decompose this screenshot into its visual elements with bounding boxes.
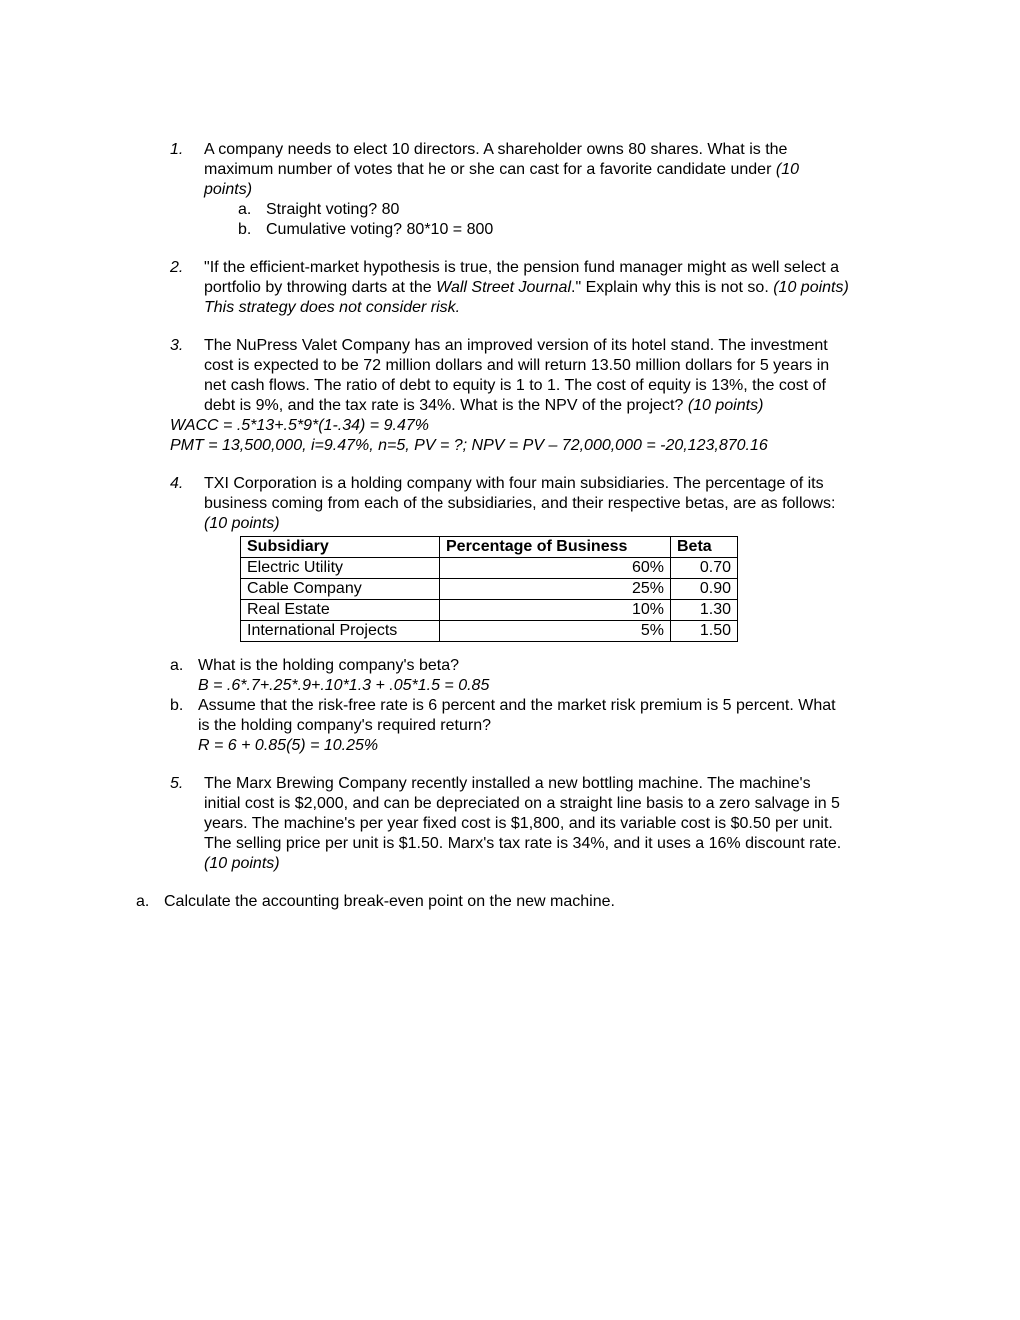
q4-b-question: Assume that the risk-free rate is 6 perc… <box>198 696 850 736</box>
q2-body: "If the efficient-market hypothesis is t… <box>204 258 850 318</box>
q4-a-question: What is the holding company's beta? <box>198 656 489 676</box>
q4-b-body: Assume that the risk-free rate is 6 perc… <box>198 696 850 756</box>
q5-sublist: a. Calculate the accounting break-even p… <box>136 892 850 912</box>
q5-text: The Marx Brewing Company recently instal… <box>204 775 841 852</box>
question-2: 2. "If the efficient-market hypothesis i… <box>170 258 850 318</box>
table-row: Electric Utility 60% 0.70 <box>241 558 738 579</box>
q2-text-b: ." Explain why this is not so. <box>571 279 773 296</box>
table-row: Real Estate 10% 1.30 <box>241 600 738 621</box>
cell-beta: 0.70 <box>671 558 738 579</box>
q1-b-text: Cumulative voting? 80*10 = 800 <box>266 220 493 240</box>
question-3: 3. The NuPress Valet Company has an impr… <box>170 336 850 456</box>
th-percentage: Percentage of Business <box>440 537 671 558</box>
q1-number: 1. <box>170 140 204 240</box>
q4-b-letter: b. <box>170 696 198 756</box>
cell-subsidiary: International Projects <box>241 621 440 642</box>
q5-a-letter: a. <box>136 892 164 912</box>
q5-number: 5. <box>170 774 204 874</box>
page: 1. A company needs to elect 10 directors… <box>0 0 1020 972</box>
cell-percentage: 60% <box>440 558 671 579</box>
th-beta: Beta <box>671 537 738 558</box>
q4-body: TXI Corporation is a holding company wit… <box>204 474 850 534</box>
question-5: 5. The Marx Brewing Company recently ins… <box>170 774 850 874</box>
q4-a-letter: a. <box>170 656 198 696</box>
q4-text: TXI Corporation is a holding company wit… <box>204 475 835 512</box>
cell-beta: 1.50 <box>671 621 738 642</box>
q1-body: A company needs to elect 10 directors. A… <box>204 140 850 240</box>
th-subsidiary: Subsidiary <box>241 537 440 558</box>
question-1: 1. A company needs to elect 10 directors… <box>170 140 850 240</box>
q4-b-answer: R = 6 + 0.85(5) = 10.25% <box>198 736 850 756</box>
question-4: 4. TXI Corporation is a holding company … <box>170 474 850 756</box>
cell-subsidiary: Electric Utility <box>241 558 440 579</box>
table-row: International Projects 5% 1.50 <box>241 621 738 642</box>
q1-b-letter: b. <box>238 220 266 240</box>
q4-a-answer: B = .6*.7+.25*.9+.10*1.3 + .05*1.5 = 0.8… <box>198 676 489 696</box>
cell-percentage: 25% <box>440 579 671 600</box>
q4-points: (10 points) <box>204 515 280 532</box>
q5-points: (10 points) <box>204 855 280 872</box>
table-row: Cable Company 25% 0.90 <box>241 579 738 600</box>
q3-body: The NuPress Valet Company has an improve… <box>204 336 850 416</box>
cell-percentage: 5% <box>440 621 671 642</box>
q4-number: 4. <box>170 474 204 534</box>
q4-a-body: What is the holding company's beta? B = … <box>198 656 489 696</box>
q3-points: (10 points) <box>688 397 764 414</box>
q3-pmt: PMT = 13,500,000, i=9.47%, n=5, PV = ?; … <box>170 436 850 456</box>
q3-number: 3. <box>170 336 204 416</box>
q4-sublist: a. What is the holding company's beta? B… <box>170 656 850 756</box>
q1-text: A company needs to elect 10 directors. A… <box>204 141 787 178</box>
q4-table: Subsidiary Percentage of Business Beta E… <box>240 536 738 642</box>
q2-number: 2. <box>170 258 204 318</box>
q5-body: The Marx Brewing Company recently instal… <box>204 774 850 874</box>
q1-a-text: Straight voting? 80 <box>266 200 399 220</box>
cell-percentage: 10% <box>440 600 671 621</box>
cell-subsidiary: Real Estate <box>241 600 440 621</box>
q3-wacc: WACC = .5*13+.5*9*(1-.34) = 9.47% <box>170 416 850 436</box>
q5-a-question: Calculate the accounting break-even poin… <box>164 892 615 912</box>
q2-journal: Wall Street Journal <box>436 279 571 296</box>
table-header-row: Subsidiary Percentage of Business Beta <box>241 537 738 558</box>
cell-beta: 1.30 <box>671 600 738 621</box>
q1-a-letter: a. <box>238 200 266 220</box>
cell-subsidiary: Cable Company <box>241 579 440 600</box>
cell-beta: 0.90 <box>671 579 738 600</box>
